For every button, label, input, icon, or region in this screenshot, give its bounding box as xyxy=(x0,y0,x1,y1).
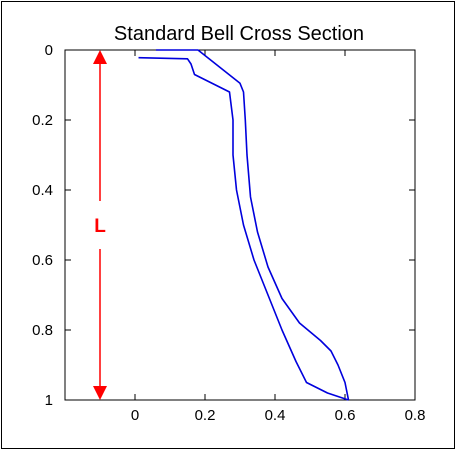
x-tick-label: 0.8 xyxy=(405,407,426,424)
y-tick-label: 0.4 xyxy=(32,182,53,199)
series-layer xyxy=(138,49,350,401)
x-tick-label: 0 xyxy=(131,407,139,424)
y-tick-label: 1 xyxy=(45,392,53,409)
chart-title: Standard Bell Cross Section xyxy=(114,23,364,45)
arrowhead-up-icon xyxy=(93,50,107,64)
x-tick-label: 0.2 xyxy=(195,407,216,424)
series-line-2 xyxy=(138,56,349,401)
x-tick-label: 0.4 xyxy=(265,407,286,424)
annotation-label: L xyxy=(94,216,106,237)
y-tick-label: 0.2 xyxy=(32,112,53,129)
y-tick-label: 0.8 xyxy=(32,322,53,339)
x-tick-label: 0.6 xyxy=(335,407,356,424)
y-tick-label: 0.6 xyxy=(32,252,53,269)
length-annotation: L xyxy=(93,50,107,400)
axis-ticks: 0 0.2 0.4 0.6 0.8 0 0.2 0.4 0.6 0.8 1 xyxy=(32,42,425,424)
series-line-1 xyxy=(156,49,350,401)
y-tick-label: 0 xyxy=(45,42,53,59)
arrowhead-down-icon xyxy=(93,386,107,400)
plot-area xyxy=(64,49,416,401)
